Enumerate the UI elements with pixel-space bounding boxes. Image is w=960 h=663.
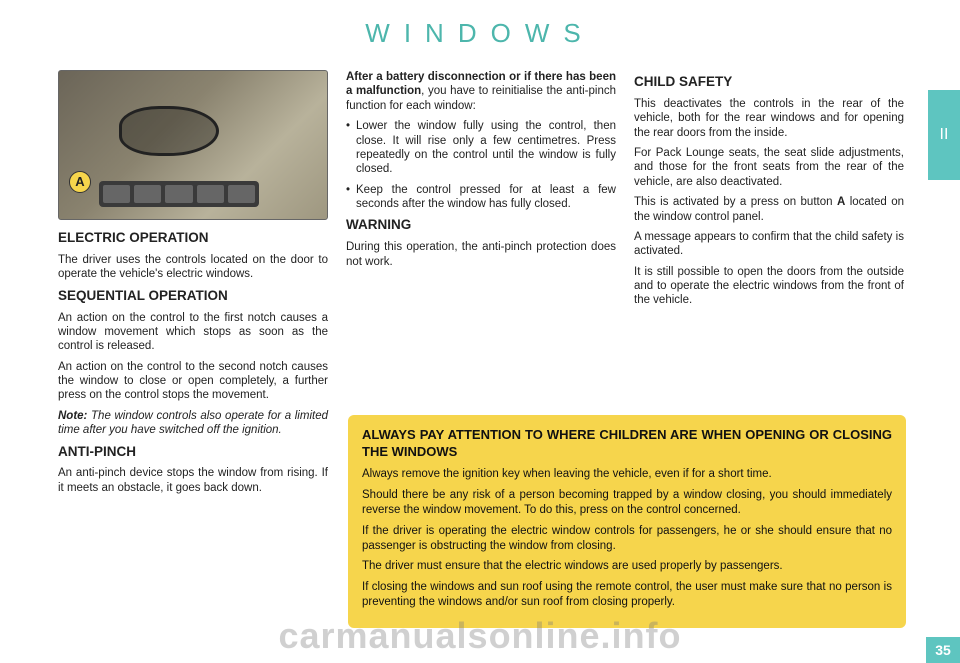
text-antipinch: An anti-pinch device stops the window fr… [58, 466, 328, 495]
heading-warning: WARNING [346, 217, 616, 234]
text-seq2: An action on the control to the second n… [58, 360, 328, 403]
door-panel-photo: A [58, 70, 328, 220]
text-warning: During this operation, the anti-pinch pr… [346, 240, 616, 269]
column-1: A ELECTRIC OPERATION The driver uses the… [58, 70, 328, 501]
heading-sequential-operation: SEQUENTIAL OPERATION [58, 288, 328, 305]
text-child1: This deactivates the controls in the rea… [634, 97, 904, 140]
section-tab: II [928, 90, 960, 180]
window-switches-graphic [99, 181, 259, 207]
bullet-lower-window: Lower the window fully using the control… [346, 119, 616, 177]
text-note: Note: The window controls also operate f… [58, 409, 328, 438]
text-seq1: An action on the control to the first no… [58, 311, 328, 354]
text-child3: This is activated by a press on button A… [634, 195, 904, 224]
child3-a: This is activated by a press on button [634, 196, 837, 208]
callout-label-a: A [69, 171, 91, 193]
text-child5: It is still possible to open the doors f… [634, 265, 904, 308]
door-handle-graphic [119, 106, 219, 156]
note-label: Note: [58, 410, 87, 422]
text-child2: For Pack Lounge seats, the seat slide ad… [634, 146, 904, 189]
warning-box-p2: Should there be any risk of a person bec… [362, 488, 892, 518]
text-electric: The driver uses the controls located on … [58, 253, 328, 282]
warning-box-p1: Always remove the ignition key when leav… [362, 467, 892, 482]
warning-box-p4: The driver must ensure that the electric… [362, 559, 892, 574]
page-title: WINDOWS [0, 18, 960, 49]
manual-page: WINDOWS II 35 A ELECTRIC OPERATION The d… [0, 0, 960, 663]
heading-child-safety: CHILD SAFETY [634, 74, 904, 91]
text-child4: A message appears to confirm that the ch… [634, 230, 904, 259]
heading-electric-operation: ELECTRIC OPERATION [58, 230, 328, 247]
warning-box-title: ALWAYS PAY ATTENTION TO WHERE CHILDREN A… [362, 427, 892, 461]
text-battery-intro: After a battery disconnection or if ther… [346, 70, 616, 113]
page-number: 35 [926, 637, 960, 663]
warning-box-p5: If closing the windows and sun roof usin… [362, 580, 892, 610]
warning-box-p3: If the driver is operating the electric … [362, 524, 892, 554]
bullet-keep-pressed: Keep the control pressed for at least a … [346, 183, 616, 212]
heading-antipinch: ANTI-PINCH [58, 444, 328, 461]
warning-box: ALWAYS PAY ATTENTION TO WHERE CHILDREN A… [348, 415, 906, 628]
note-body: The window controls also operate for a l… [58, 410, 328, 436]
